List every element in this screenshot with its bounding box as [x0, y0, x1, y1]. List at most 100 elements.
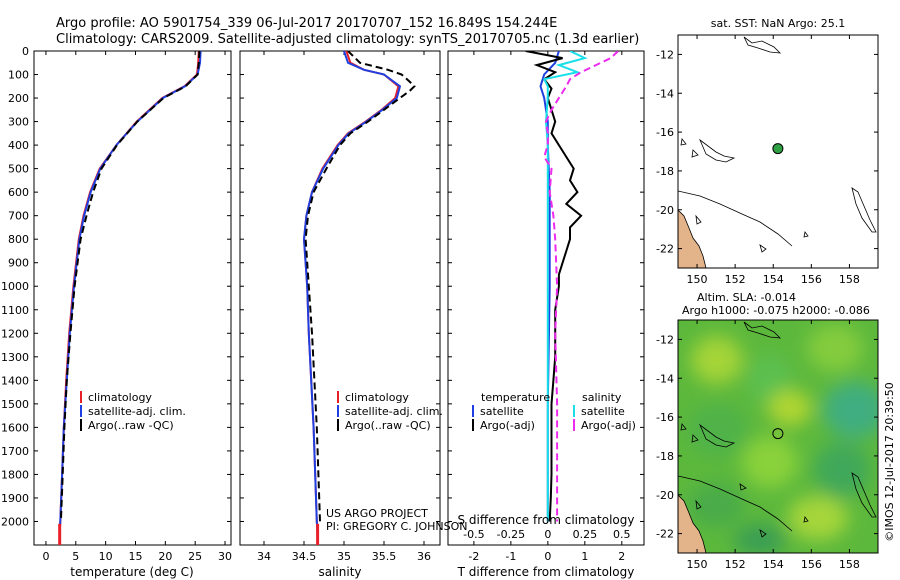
- y-tick-label: 600: [8, 186, 29, 199]
- x-tick-label: 15: [128, 550, 142, 563]
- y-tick-label: 1700: [1, 445, 29, 458]
- map-y-tick-label: -12: [656, 48, 674, 61]
- series-line-s-satellite: [542, 51, 588, 522]
- sst-map-axes: 150 152 154 156 158 -12 -14 -16 -18 -20 -22: [656, 35, 878, 286]
- x-tick-label: 1: [581, 550, 588, 563]
- legend-label-t-argo: Argo(-adj): [480, 419, 535, 432]
- y-tick-label: 1600: [1, 421, 29, 434]
- y-tick-label: 1400: [1, 374, 29, 387]
- temperature-panel: 0100200300400500600700800900100011001200…: [1, 45, 232, 579]
- y-tick-label: 300: [8, 116, 29, 129]
- y-tick-label: 800: [8, 233, 29, 246]
- project-line-1: US ARGO PROJECT: [326, 507, 428, 520]
- y-tick-label: 900: [8, 257, 29, 270]
- y-tick-label: 100: [8, 69, 29, 82]
- map-x-tick-label: 154: [763, 273, 784, 286]
- map-x-tick-label: 156: [801, 273, 822, 286]
- y-tick-label: 400: [8, 139, 29, 152]
- s-tick-label: 0: [544, 528, 551, 541]
- depth-axis: 0 100 200 300 400 500 600 700 800 900 1000 1100 1200…: [1, 45, 231, 528]
- difference-lines: [525, 51, 619, 522]
- x-tick-label: 34.5: [292, 550, 317, 563]
- land-mainland: [678, 494, 707, 553]
- x-tick-label: 34: [257, 550, 271, 563]
- map-x-tick-label: 150: [687, 558, 708, 571]
- x-tick-label: -2: [468, 550, 479, 563]
- x-tick-label: 0: [42, 550, 49, 563]
- sla-field-blobs: [688, 324, 878, 553]
- sst-map-panel: sat. SST: NaN Argo: 25.1 150 152 154 156 158…: [656, 17, 879, 286]
- y-tick-label: 1100: [1, 304, 29, 317]
- legend-label-s-satellite: satellite: [581, 405, 625, 418]
- coastline-islands-louisiade: [680, 138, 736, 163]
- x-tick-label: 0: [544, 550, 551, 563]
- series-line-s-argo-adj: [543, 51, 619, 522]
- coastline-reef-2: [695, 483, 809, 538]
- s-tick-label: -0.25: [497, 528, 525, 541]
- map-x-tick-label: 152: [725, 273, 746, 286]
- legend-label-argo: Argo(..raw -QC): [345, 419, 431, 432]
- argo-location-marker: [772, 428, 784, 440]
- legend-label-climatology: climatology: [345, 391, 409, 404]
- map-y-tick-label: -12: [656, 333, 674, 346]
- map-y-tick-label: -22: [656, 528, 674, 541]
- salinity-x-axis: 34 34.5 35 35.5 36: [257, 51, 431, 563]
- y-tick-label: 200: [8, 92, 29, 105]
- temperature-x-axis: 0 5 10 15 20 25 30: [42, 51, 232, 563]
- legend-label-climatology: climatology: [88, 391, 152, 404]
- difference-legend: temperature salinity satellite Argo(-adj…: [472, 391, 636, 432]
- sla-map-title-2: Argo h1000: -0.075 h2000: -0.086: [682, 304, 870, 317]
- imos-timestamp: ©IMOS 12-Jul-2017 20:39:50: [883, 382, 896, 542]
- s-tick-label: 0.25: [573, 528, 598, 541]
- sla-field: [678, 320, 878, 553]
- legend-label-t-satellite: satellite: [480, 405, 524, 418]
- legend-title-temperature: temperature: [481, 391, 550, 404]
- temperature-axes-frame: [33, 50, 232, 546]
- difference-s-label: S difference from climatology: [458, 513, 635, 527]
- map-y-tick-label: -16: [656, 411, 674, 424]
- sst-map-coastlines: [678, 36, 877, 268]
- salinity-lines: [302, 51, 416, 545]
- y-tick-label: 0: [22, 45, 29, 58]
- map-x-tick-label: 158: [839, 273, 860, 286]
- map-y-tick-label: -18: [656, 165, 674, 178]
- y-tick-label: 1500: [1, 398, 29, 411]
- s-tick-label: 0.5: [613, 528, 631, 541]
- sla-map-axes: 150 152 154 156 158 -12 -14 -16 -18 -20 -22: [656, 320, 878, 571]
- legend-label-s-argo: Argo(-adj): [581, 419, 636, 432]
- series-line-climatology: [58, 51, 200, 534]
- s-tick-label: -0.5: [463, 528, 484, 541]
- x-tick-label: 36: [417, 550, 431, 563]
- sla-map-panel: Altim. SLA: -0.014 Argo h1000: -0.075 h2…: [656, 291, 879, 571]
- legend-label-satellite: satellite-adj. clim.: [88, 405, 186, 418]
- legend-title-salinity: salinity: [582, 391, 622, 404]
- series-line-satellite-adj-clim: [58, 51, 202, 534]
- sla-map-frame: [677, 319, 879, 554]
- map-y-tick-label: -20: [656, 489, 674, 502]
- legend-label-argo: Argo(..raw -QC): [88, 419, 174, 432]
- series-line-argo-raw-qc: [59, 51, 201, 522]
- map-x-tick-label: 154: [763, 558, 784, 571]
- x-tick-label: -1: [505, 550, 516, 563]
- temperature-lines: [58, 51, 202, 545]
- series-line-t-argo-adj: [525, 51, 583, 522]
- sla-map-title-1: Altim. SLA: -0.014: [697, 291, 796, 304]
- x-tick-label: 5: [72, 550, 79, 563]
- difference-axes-frame: [447, 50, 645, 546]
- project-line-2: PI: GREGORY C. JOHNSON: [326, 520, 467, 533]
- y-tick-label: 700: [8, 210, 29, 223]
- y-tick-label: 1300: [1, 351, 29, 364]
- coastline-new-caledonia: [851, 187, 877, 233]
- header-line-1: Argo profile: AO 5901754_339 06-Jul-2017…: [56, 16, 557, 31]
- x-tick-label: 10: [99, 550, 113, 563]
- coastline-islands-png: [743, 36, 782, 54]
- x-tick-label: 35.5: [372, 550, 397, 563]
- y-tick-label: 1800: [1, 468, 29, 481]
- difference-panel: -2 -1 0 1 2 T difference from climatology S …: [447, 50, 645, 579]
- map-y-tick-label: -22: [656, 243, 674, 256]
- sst-map-title: sat. SST: NaN Argo: 25.1: [711, 17, 845, 30]
- header-line-2: Climatology: CARS2009. Satellite-adjuste…: [56, 32, 639, 47]
- coastline-reef: [678, 190, 793, 247]
- map-y-tick-label: -14: [656, 87, 674, 100]
